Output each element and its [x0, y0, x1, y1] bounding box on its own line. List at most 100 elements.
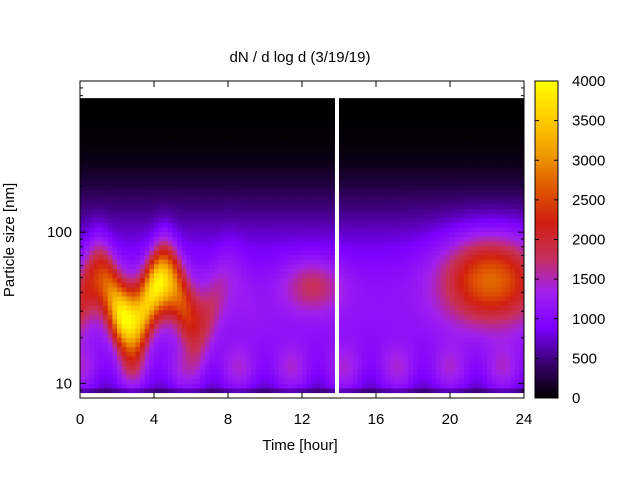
heatmap-cell [126, 213, 132, 219]
heatmap-cell [399, 374, 405, 380]
heatmap-cell [436, 387, 442, 394]
heatmap-cell [246, 387, 252, 394]
heatmap-cell [135, 217, 141, 223]
heatmap-cell [89, 157, 95, 164]
heatmap-cell [422, 318, 428, 325]
heatmap-cell [329, 318, 335, 325]
heatmap-cell [440, 116, 446, 122]
heatmap-cell [246, 383, 252, 389]
heatmap-cell [385, 295, 391, 302]
heatmap-cell [431, 318, 437, 325]
heatmap-cell [237, 176, 243, 182]
heatmap-cell [163, 282, 169, 288]
heatmap-cell [195, 249, 201, 256]
heatmap-cell [98, 346, 104, 352]
heatmap-cell [376, 203, 382, 210]
heatmap-cell [149, 277, 155, 283]
heatmap-cell [371, 249, 377, 256]
heatmap-cell [191, 254, 197, 260]
heatmap-cell [440, 203, 446, 210]
heatmap-cell [218, 364, 224, 371]
heatmap-cell [107, 176, 113, 182]
heatmap-cell [413, 194, 419, 200]
heatmap-cell [214, 176, 220, 182]
heatmap-cell [204, 130, 211, 136]
heatmap-cell [204, 180, 211, 187]
heatmap-cell [376, 236, 382, 242]
heatmap-cell [255, 130, 261, 136]
heatmap-cell [315, 180, 322, 187]
heatmap-cell [385, 102, 391, 108]
heatmap-cell [177, 337, 183, 343]
heatmap-cell [89, 332, 95, 338]
heatmap-cell [399, 203, 405, 210]
heatmap-cell [426, 341, 433, 348]
heatmap-cell [232, 341, 238, 348]
heatmap-cell [218, 139, 224, 145]
heatmap-cell [163, 153, 169, 159]
heatmap-cell [362, 162, 368, 168]
heatmap-cell [413, 360, 419, 366]
heatmap-cell [274, 309, 280, 315]
heatmap-cell [191, 180, 197, 187]
heatmap-cell [422, 295, 428, 302]
heatmap-cell [343, 291, 349, 297]
heatmap-cell [311, 268, 317, 274]
heatmap-cell [431, 323, 437, 329]
heatmap-cell [107, 148, 113, 154]
heatmap-cell [408, 171, 414, 177]
heatmap-cell [98, 360, 104, 366]
heatmap-cell [325, 194, 331, 200]
heatmap-cell [214, 130, 220, 136]
heatmap-cell [348, 277, 354, 283]
heatmap-cell [265, 383, 271, 389]
heatmap-cell [265, 346, 271, 352]
heatmap-cell [177, 387, 183, 394]
heatmap-cell [436, 291, 442, 297]
heatmap-cell [440, 236, 446, 242]
heatmap-cell [241, 98, 248, 104]
heatmap-cell [181, 176, 187, 182]
heatmap-cell [357, 213, 363, 219]
heatmap-cell [269, 282, 275, 288]
heatmap-cell [98, 383, 104, 389]
heatmap-cell [283, 240, 289, 246]
heatmap-cell [431, 185, 437, 191]
heatmap-cell [417, 323, 423, 329]
heatmap-cell [394, 300, 400, 306]
heatmap-cell [237, 121, 243, 127]
heatmap-cell [140, 355, 146, 361]
heatmap-cell [200, 167, 206, 173]
heatmap-cell [103, 102, 109, 108]
heatmap-cell [292, 305, 298, 311]
heatmap-cell [426, 213, 433, 219]
heatmap-cell [413, 167, 419, 173]
heatmap-cell [107, 305, 113, 311]
heatmap-cell [413, 185, 419, 191]
heatmap-cell [403, 254, 409, 260]
heatmap-cell [103, 222, 109, 228]
heatmap-cell [399, 111, 405, 118]
heatmap-cell [117, 295, 123, 302]
heatmap-cell [144, 383, 150, 389]
heatmap-cell [84, 240, 90, 246]
heatmap-cell [292, 282, 298, 288]
heatmap-cell [103, 240, 109, 246]
heatmap-cell [186, 378, 192, 384]
heatmap-cell [352, 190, 359, 196]
heatmap-cell [357, 328, 363, 334]
heatmap-cell [292, 245, 298, 251]
heatmap-cell [181, 314, 187, 320]
heatmap-cell [255, 268, 261, 274]
heatmap-cell [140, 341, 146, 348]
heatmap-cell [422, 351, 428, 357]
heatmap-cell [260, 323, 266, 329]
heatmap-cell [135, 295, 141, 302]
heatmap-cell [209, 176, 215, 182]
heatmap-cell [339, 355, 345, 361]
heatmap-cell [320, 328, 326, 334]
heatmap-cell [278, 102, 285, 108]
heatmap-cell [431, 157, 437, 164]
heatmap-cell [436, 134, 442, 141]
heatmap-cell [241, 337, 248, 343]
